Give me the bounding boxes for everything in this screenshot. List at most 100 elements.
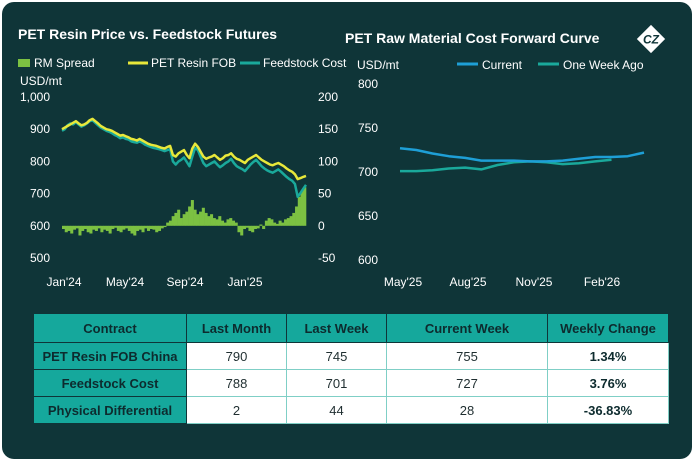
spread-bar <box>262 225 266 230</box>
table-row: Physical Differential 2 44 28 -36.83% <box>33 396 669 424</box>
cell-weekly-change: 3.76% <box>547 369 669 397</box>
spread-bar <box>201 207 205 226</box>
y-tick-label: 700 <box>30 187 50 201</box>
spread-bar <box>155 225 159 233</box>
spread-bar <box>245 225 249 228</box>
spread-bar <box>171 216 175 226</box>
spread-bar <box>160 225 164 229</box>
spread-bar <box>193 209 197 226</box>
spread-bar <box>188 206 192 226</box>
spread-bar <box>163 225 167 228</box>
spread-bar <box>130 225 134 234</box>
spread-bar <box>210 214 214 226</box>
spread-bar <box>248 225 252 231</box>
y2-tick-label: 100 <box>318 154 338 168</box>
y-tick-label: 1,000 <box>20 90 50 104</box>
header-weekly-change: Weekly Change <box>547 313 669 343</box>
week-ago-line <box>400 158 612 173</box>
spread-bar <box>174 212 178 226</box>
x-tick-label: Aug'25 <box>450 275 487 289</box>
y2-tick-label: 150 <box>318 122 338 136</box>
legend-swatch-spread <box>18 59 30 67</box>
x-tick-label: Sep'24 <box>167 275 204 289</box>
spread-bar <box>231 220 236 226</box>
cell-weekly-change: -36.83% <box>547 396 669 424</box>
spread-bar <box>226 219 230 226</box>
left-chart-title: PET Resin Price vs. Feedstock Futures <box>18 26 278 42</box>
spread-bar <box>218 216 222 226</box>
spread-bar <box>72 225 77 230</box>
y2-tick-label: 0 <box>318 219 325 233</box>
spread-bar <box>286 218 290 226</box>
spread-bar <box>303 187 307 226</box>
spread-bar <box>89 225 93 234</box>
y-tick-label: 800 <box>30 154 50 168</box>
spread-bar <box>94 225 98 231</box>
spread-bar <box>149 225 153 230</box>
legend-label: One Week Ago <box>563 58 644 72</box>
spread-bar <box>127 225 131 231</box>
spread-bar <box>157 225 161 231</box>
x-tick-label: May'24 <box>106 275 145 289</box>
spread-bar <box>136 225 140 231</box>
x-tick-label: Feb'26 <box>584 275 621 289</box>
spread-bar <box>133 225 137 236</box>
y-tick-label: 600 <box>30 219 50 233</box>
spread-bar <box>242 225 246 230</box>
spread-bar <box>108 225 112 234</box>
spread-bar <box>114 225 118 228</box>
svg-text:CZ: CZ <box>643 33 660 47</box>
spread-bar <box>234 222 238 226</box>
spread-bar <box>273 222 277 226</box>
spread-bar <box>75 225 79 229</box>
spread-bar <box>253 225 257 230</box>
y-tick-label: 900 <box>30 122 50 136</box>
spread-bar <box>251 225 255 233</box>
cell-last-month: 788 <box>186 369 287 397</box>
spread-bar <box>122 225 126 230</box>
spread-bar <box>185 211 189 226</box>
spread-bar <box>179 218 183 226</box>
spread-bar <box>168 220 172 226</box>
spread-bar <box>284 219 288 226</box>
header-last-week: Last Week <box>286 313 387 343</box>
cell-current-week: 755 <box>386 342 548 370</box>
y-tick-label: 650 <box>358 209 378 223</box>
spread-bar <box>215 219 219 226</box>
spread-bar <box>146 225 151 231</box>
y-tick-label: 750 <box>358 121 378 135</box>
cell-last-month: 790 <box>186 342 287 370</box>
left-chart: RM Spread PET Resin FOB Feedstock Cost USD/… <box>18 56 347 289</box>
spread-bar <box>229 218 233 226</box>
spread-bar <box>270 219 274 226</box>
spread-bar <box>64 225 68 233</box>
spread-bar <box>182 214 186 226</box>
spread-bar <box>116 225 120 231</box>
spread-bar <box>81 225 85 231</box>
spread-bar <box>267 218 271 226</box>
spread-bar <box>97 225 101 229</box>
y-tick-label: 800 <box>358 77 378 91</box>
spread-bar <box>223 222 227 226</box>
row-label: Physical Differential <box>33 396 187 424</box>
spread-bar <box>190 200 194 226</box>
spread-bar <box>138 225 142 230</box>
spread-bar <box>67 225 71 231</box>
spread-bar <box>196 214 200 226</box>
y-tick-label: 500 <box>30 251 50 265</box>
x-tick-label: Jan'25 <box>228 275 263 289</box>
y-tick-label: 700 <box>358 165 378 179</box>
header-last-month: Last Month <box>186 313 287 343</box>
row-label: Feedstock Cost <box>33 369 187 397</box>
spread-bar <box>86 225 90 233</box>
spread-bar <box>237 225 241 233</box>
table-header-row: Contract Last Month Last Week Current We… <box>33 313 669 343</box>
header-contract: Contract <box>33 313 187 343</box>
spread-bar <box>111 225 115 230</box>
spread-bar <box>204 212 208 226</box>
spread-bar <box>240 225 244 236</box>
spread-bar <box>144 225 148 229</box>
spread-bar <box>289 216 293 226</box>
spread-bar <box>177 209 181 226</box>
y-axis-label: USD/mt <box>20 74 63 88</box>
